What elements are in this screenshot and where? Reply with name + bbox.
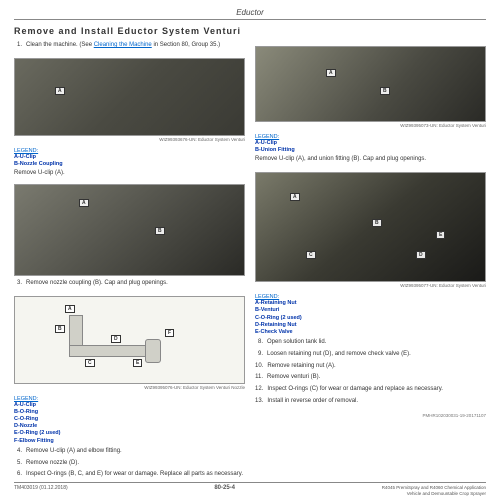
cleaning-machine-link[interactable]: Cleaning the Machine [94, 42, 152, 48]
callout-b: B [372, 219, 382, 227]
footer-right: R4045 PremiSpray and R4060 Chemical Appl… [382, 485, 486, 496]
step-11: 11. Remove venturi (B). [255, 374, 486, 382]
step-2: Remove U-clip (A). [14, 170, 245, 176]
figure-4-caption: WIZ99395073-UN: Eductor System Venturi [255, 123, 486, 128]
step-number: 5. [14, 460, 26, 468]
legend-item: A-Retaining Nut [255, 300, 486, 307]
callout-a: A [290, 193, 300, 201]
figure-5: A B C D E WIZ99395077-UN: Eductor System… [255, 172, 486, 288]
figure-1: A WIZ99393676-UN: Eductor System Venturi [14, 58, 245, 142]
page-title: Remove and Install Eductor System Ventur… [14, 26, 486, 36]
step-number: 3. [14, 280, 26, 288]
step-text: Loosen retaining nut (D), and remove che… [267, 351, 486, 359]
step-text: Inspect O-rings (B, C, and E) for wear o… [26, 471, 245, 479]
figure-4-image: A B [255, 46, 486, 122]
callout-b: B [380, 87, 390, 95]
legend-item: B-Nozzle Coupling [14, 161, 245, 168]
step1-text-a: Clean the machine. (See [26, 42, 92, 48]
step-text: Remove U-clip (A) and elbow fitting. [26, 448, 245, 456]
legend-item: B-Union Fitting [255, 147, 486, 154]
step-number: 8. [255, 339, 267, 347]
figure-1-caption: WIZ99393676-UN: Eductor System Venturi [14, 137, 245, 142]
callout-c: C [85, 359, 95, 367]
footer-right-2: Vehicle and Demountable Crop Sprayer [382, 491, 486, 496]
step-6: 6. Inspect O-rings (B, C, and E) for wea… [14, 471, 245, 479]
legend-item: F-Elbow Fitting [14, 438, 245, 445]
step-number: 9. [255, 351, 267, 359]
legend-item: D-Nozzle [14, 423, 245, 430]
content-columns: 1. Clean the machine. (See Cleaning the … [14, 42, 486, 483]
callout-d: D [416, 251, 426, 259]
step-1: 1. Clean the machine. (See Cleaning the … [14, 42, 245, 50]
left-column: 1. Clean the machine. (See Cleaning the … [14, 42, 245, 483]
footer-left: TM403019 (01.12.2018) [14, 485, 68, 496]
legend-item: B-O-Ring [14, 409, 245, 416]
figure-1-image: A [14, 58, 245, 136]
step-12: 12. Inspect O-rings (C) for wear or dama… [255, 386, 486, 394]
legend-item: C-O-Ring [14, 416, 245, 423]
step-7: Remove U-clip (A), and union fitting (B)… [255, 156, 486, 162]
step-number: 10. [255, 363, 267, 371]
step-5: 5. Remove nozzle (D). [14, 460, 245, 468]
step-number: 12. [255, 386, 267, 394]
callout-b: B [55, 325, 65, 333]
figure-3-caption: WIZ99395076-UN: Eductor System Venturi N… [14, 385, 245, 390]
step-8: 8. Open solution tank lid. [255, 339, 486, 347]
step-text: Remove nozzle coupling (B). Cap and plug… [26, 280, 245, 288]
callout-d: D [111, 335, 121, 343]
step-number: 6. [14, 471, 26, 479]
step-number: 13. [255, 398, 267, 406]
legend-item: B-Venturi [255, 307, 486, 314]
page-footer: TM403019 (01.12.2018) 80-25-4 R4045 Prem… [14, 482, 486, 496]
step-text: Remove venturi (B). [267, 374, 486, 382]
step-13: 13. Install in reverse order of removal. [255, 398, 486, 406]
legend-item: A-U-Clip [14, 402, 245, 409]
step-text: Clean the machine. (See Cleaning the Mac… [26, 42, 245, 50]
callout-b: B [155, 227, 165, 235]
legend-item: D-Retaining Nut [255, 322, 486, 329]
figure-5-caption: WIZ99395077-UN: Eductor System Venturi [255, 283, 486, 288]
figure-5-image: A B C D E [255, 172, 486, 282]
figure-2: A B [14, 184, 245, 276]
callout-c: C [306, 251, 316, 259]
figure-2-image: A B [14, 184, 245, 276]
callout-a: A [79, 199, 89, 207]
legend-item: E-Check Valve [255, 329, 486, 336]
step-text: Install in reverse order of removal. [267, 398, 486, 406]
step-9: 9. Loosen retaining nut (D), and remove … [255, 351, 486, 359]
step1-text-b: in Section 80, Group 35.) [153, 42, 220, 48]
step-number: 11. [255, 374, 267, 382]
step-text: Inspect O-rings (C) for wear or damage a… [267, 386, 486, 394]
legend-item: A-U-Clip [14, 154, 245, 161]
legend-item: C-O-Ring (2 used) [255, 315, 486, 322]
step-number: 1. [14, 42, 26, 50]
callout-a: A [55, 87, 65, 95]
step-10: 10. Remove retaining nut (A). [255, 363, 486, 371]
callout-a: A [65, 305, 75, 313]
callout-a: A [326, 69, 336, 77]
step-text: Open solution tank lid. [267, 339, 486, 347]
page-header: Eductor [14, 8, 486, 20]
step-3: 3. Remove nozzle coupling (B). Cap and p… [14, 280, 245, 288]
step-4: 4. Remove U-clip (A) and elbow fitting. [14, 448, 245, 456]
callout-f: F [165, 329, 174, 337]
attribution: PMHR102030031-19-20171107 [255, 413, 486, 418]
callout-e: E [436, 231, 445, 239]
figure-4: A B WIZ99395073-UN: Eductor System Ventu… [255, 46, 486, 128]
footer-page-number: 80-25-4 [214, 485, 235, 496]
right-column: A B WIZ99395073-UN: Eductor System Ventu… [255, 42, 486, 483]
figure-3-image: A B C D E F [14, 296, 245, 384]
step-text: Remove retaining nut (A). [267, 363, 486, 371]
step-text: Remove nozzle (D). [26, 460, 245, 468]
figure-3: A B C D E F WIZ99395076-UN: Eductor Syst… [14, 296, 245, 390]
callout-e: E [133, 359, 142, 367]
step-number: 4. [14, 448, 26, 456]
legend-item: E-O-Ring (2 used) [14, 430, 245, 437]
footer-right-1: R4045 PremiSpray and R4060 Chemical Appl… [382, 485, 486, 490]
legend-item: A-U-Clip [255, 140, 486, 147]
